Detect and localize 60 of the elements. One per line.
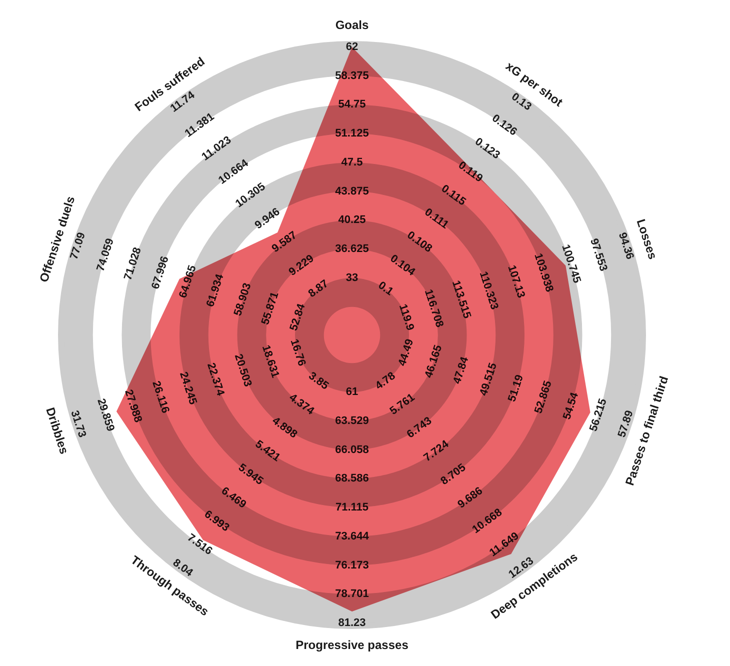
text: 40.25 <box>338 214 366 226</box>
text: 63.529 <box>335 414 369 427</box>
text: 68.586 <box>335 472 369 485</box>
text: 94.36 <box>616 231 636 261</box>
text: 49.515 <box>478 362 500 398</box>
text: 36.625 <box>335 243 369 256</box>
text: 47.84 <box>451 354 472 386</box>
text: 27.988 <box>122 388 144 424</box>
text: 71.028 <box>122 246 144 282</box>
text: 67.996 <box>150 254 172 291</box>
text: 4.78 <box>373 370 398 392</box>
text: 76.173 <box>335 559 369 572</box>
text: 52.865 <box>532 379 554 416</box>
text: 55.871 <box>259 290 282 326</box>
text: 62 <box>346 41 358 53</box>
text: 44.49 <box>396 338 416 368</box>
text: 56.215 <box>588 397 610 433</box>
text: 61.934 <box>204 272 227 308</box>
text: 22.374 <box>204 362 227 398</box>
text: 16.76 <box>288 338 308 368</box>
text: 73.644 <box>335 530 370 542</box>
text: 97.553 <box>588 237 610 273</box>
text: 52.84 <box>288 302 308 332</box>
text: 8.87 <box>306 278 331 300</box>
text: 20.503 <box>232 352 254 388</box>
spoke-label: Goals <box>335 18 369 32</box>
text: 61 <box>346 386 358 398</box>
text: 31.73 <box>68 409 88 439</box>
text: 78.701 <box>335 588 369 600</box>
text: 71.115 <box>335 502 369 514</box>
text: 33 <box>346 272 358 284</box>
spoke-label: Losses <box>634 217 660 262</box>
text: 3.85 <box>306 370 331 392</box>
text: 77.09 <box>68 231 88 261</box>
text: 29.859 <box>94 397 116 433</box>
text: 47.5 <box>341 156 363 168</box>
text: 51.19 <box>506 373 526 404</box>
text: 58.903 <box>232 282 254 318</box>
text: 107.13 <box>505 264 527 300</box>
text: 66.058 <box>335 444 369 456</box>
text: 18.631 <box>259 344 282 380</box>
text: 51.125 <box>335 128 369 140</box>
text: 26.116 <box>150 380 172 415</box>
text: 54.75 <box>338 98 366 111</box>
text: 46.165 <box>422 344 445 380</box>
text: 0.1 <box>376 280 396 298</box>
text: 24.245 <box>177 370 199 406</box>
text: 119.9 <box>396 302 416 332</box>
text: 57.89 <box>616 409 636 439</box>
text: 81.23 <box>338 617 366 629</box>
spoke-label: Progressive passes <box>296 638 409 652</box>
text: 54.54 <box>561 390 582 422</box>
text: 58.375 <box>335 70 369 82</box>
text: 64.965 <box>177 264 199 300</box>
text: 0.13 <box>509 90 534 114</box>
text: 116.708 <box>422 288 446 329</box>
text: 43.875 <box>335 185 369 198</box>
text: 74.059 <box>94 237 116 273</box>
text: 8.04 <box>170 556 196 580</box>
text: 110.323 <box>476 270 500 312</box>
